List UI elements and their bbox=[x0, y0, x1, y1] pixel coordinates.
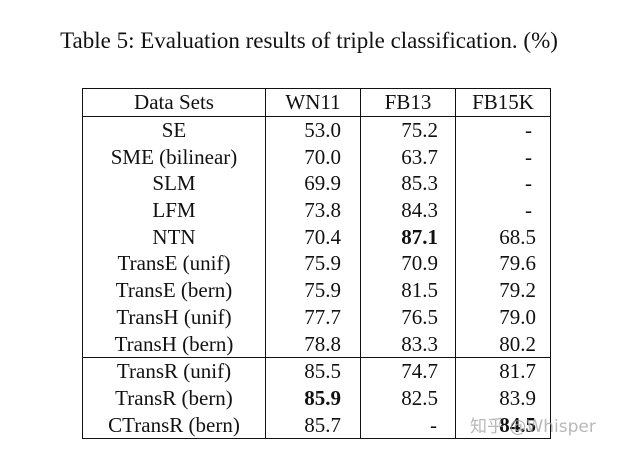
model-name: TransE (unif) bbox=[82, 250, 266, 277]
model-name: TransR (unif) bbox=[82, 356, 266, 385]
model-name: SME (bilinear) bbox=[82, 143, 266, 171]
header-fb15k: FB15K bbox=[455, 88, 551, 117]
header-wn11: WN11 bbox=[265, 88, 361, 117]
wn11-value: 70.0 bbox=[265, 143, 361, 171]
wn11-value: 85.7 bbox=[265, 411, 361, 439]
fb15k-value: - bbox=[455, 143, 551, 171]
fb15k-value: - bbox=[455, 196, 551, 224]
fb15k-value: 68.5 bbox=[455, 223, 551, 251]
wn11-value: 73.8 bbox=[265, 196, 361, 224]
header-row: Data Sets WN11 FB13 FB15K bbox=[82, 88, 551, 117]
table-row: TransE (bern) 75.9 81.5 79.2 bbox=[82, 276, 551, 304]
wn11-value: 78.8 bbox=[265, 330, 361, 358]
header-fb13: FB13 bbox=[360, 88, 456, 117]
fb15k-value: - bbox=[455, 170, 551, 197]
best-wn11-value: 85.9 bbox=[304, 385, 341, 410]
table-row: SE 53.0 75.2 - bbox=[82, 116, 551, 144]
table-row: TransH (bern) 78.8 83.3 80.2 bbox=[82, 330, 551, 358]
fb13-value: 82.5 bbox=[360, 384, 456, 412]
table-row: SLM 69.9 85.3 - bbox=[82, 170, 551, 197]
fb13-value: 70.9 bbox=[360, 250, 456, 277]
fb13-value: 87.1 bbox=[360, 223, 456, 251]
wn11-value: 75.9 bbox=[265, 276, 361, 304]
model-name: TransE (bern) bbox=[82, 276, 266, 304]
fb15k-value: 79.6 bbox=[455, 250, 551, 277]
fb13-value: 81.5 bbox=[360, 276, 456, 304]
model-name: TransR (bern) bbox=[82, 384, 266, 412]
fb15k-value: - bbox=[455, 116, 551, 144]
fb13-value: 76.5 bbox=[360, 303, 456, 331]
model-name: SLM bbox=[82, 170, 266, 197]
wn11-value: 69.9 bbox=[265, 170, 361, 197]
model-name: TransH (unif) bbox=[82, 303, 266, 331]
best-fb15k-value: 84.5 bbox=[499, 412, 536, 437]
table-row: NTN 70.4 87.1 68.5 bbox=[82, 223, 551, 251]
fb15k-value: 81.7 bbox=[455, 356, 551, 385]
fb15k-value: 83.9 bbox=[455, 384, 551, 412]
table-row: TransR (bern) 85.9 82.5 83.9 bbox=[82, 384, 551, 412]
fb15k-value: 80.2 bbox=[455, 330, 551, 358]
wn11-value: 85.5 bbox=[265, 356, 361, 385]
table-row: CTransR (bern) 85.7 - 84.5 bbox=[82, 411, 551, 439]
fb13-value: 74.7 bbox=[360, 356, 456, 385]
fb13-value: 63.7 bbox=[360, 143, 456, 171]
table-row: SME (bilinear) 70.0 63.7 - bbox=[82, 143, 551, 171]
table-row: TransH (unif) 77.7 76.5 79.0 bbox=[82, 303, 551, 331]
model-name: LFM bbox=[82, 196, 266, 224]
table-row: TransR (unif) 85.5 74.7 81.7 bbox=[82, 356, 551, 385]
fb13-value: 85.3 bbox=[360, 170, 456, 197]
fb15k-value: 79.2 bbox=[455, 276, 551, 304]
model-name: NTN bbox=[82, 223, 266, 251]
model-name: CTransR (bern) bbox=[82, 411, 266, 439]
best-fb13-value: 87.1 bbox=[401, 224, 438, 249]
fb13-value: 83.3 bbox=[360, 330, 456, 358]
table-row: LFM 73.8 84.3 - bbox=[82, 196, 551, 224]
fb13-value: - bbox=[360, 411, 456, 439]
fb13-value: 75.2 bbox=[360, 116, 456, 144]
wn11-value: 85.9 bbox=[265, 384, 361, 412]
wn11-value: 70.4 bbox=[265, 223, 361, 251]
watermark: 知乎 @Whisper bbox=[470, 417, 596, 437]
table-row: TransE (unif) 75.9 70.9 79.6 bbox=[82, 250, 551, 277]
fb15k-value: 84.5 bbox=[455, 411, 551, 439]
header-data-sets: Data Sets bbox=[82, 88, 266, 117]
model-name: SE bbox=[82, 116, 266, 144]
fb15k-value: 79.0 bbox=[455, 303, 551, 331]
fb13-value: 84.3 bbox=[360, 196, 456, 224]
results-table: Data Sets WN11 FB13 FB15K SE 53.0 75.2 -… bbox=[82, 88, 551, 439]
wn11-value: 75.9 bbox=[265, 250, 361, 277]
model-name: TransH (bern) bbox=[82, 330, 266, 358]
table-caption: Table 5: Evaluation results of triple cl… bbox=[60, 28, 558, 53]
wn11-value: 53.0 bbox=[265, 116, 361, 144]
wn11-value: 77.7 bbox=[265, 303, 361, 331]
